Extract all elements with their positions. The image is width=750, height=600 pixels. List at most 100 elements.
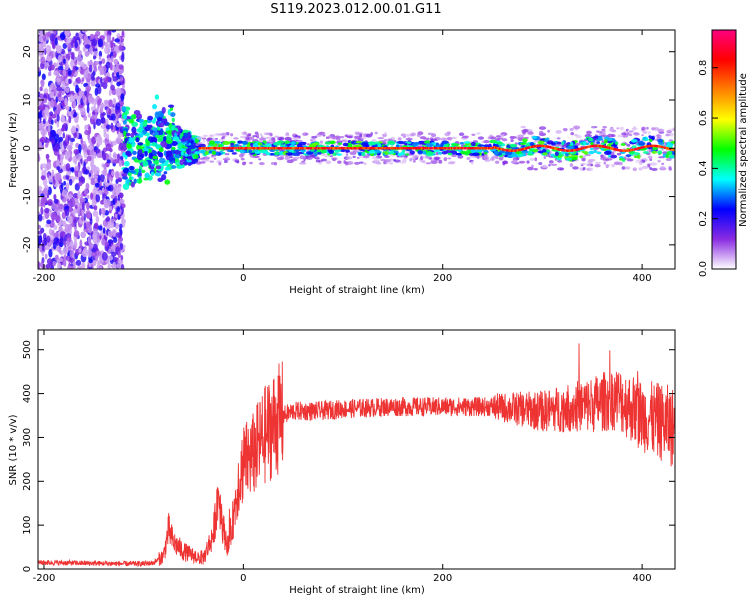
heatmap-cell <box>519 148 522 152</box>
heatmap-cell <box>509 143 518 148</box>
heatmap-cell <box>672 127 675 132</box>
heatmap-cell <box>466 147 469 150</box>
heatmap-cell <box>322 147 325 150</box>
heatmap-cell <box>560 148 563 152</box>
snr-series-line <box>38 343 675 568</box>
heatmap-cell <box>100 199 105 205</box>
heatmap-cell <box>64 155 69 160</box>
heatmap-cell <box>73 148 80 155</box>
heatmap-cell <box>607 146 610 149</box>
heatmap-cell <box>142 160 149 167</box>
heatmap-cell <box>274 135 280 138</box>
heatmap-cell <box>98 55 102 60</box>
heatmap-cell <box>128 176 132 181</box>
heatmap-cell <box>128 136 134 144</box>
heatmap-cell <box>260 147 263 150</box>
heatmap-cell <box>510 153 517 158</box>
heatmap-cell <box>526 143 530 147</box>
heatmap-cell <box>39 86 43 92</box>
heatmap-cell <box>144 150 148 157</box>
snr-x-label: Height of straight line (km) <box>289 585 425 596</box>
heatmap-cell <box>53 30 57 35</box>
heatmap-cell <box>604 145 607 149</box>
heatmap-cell <box>77 170 82 177</box>
heatmap-cell <box>196 136 204 140</box>
heatmap-cell <box>163 171 168 175</box>
heatmap-cell <box>135 168 139 173</box>
heatmap-cell <box>554 151 559 157</box>
heatmap-cell <box>464 147 467 150</box>
heatmap-cell <box>663 146 666 149</box>
heatmap-cell <box>343 159 346 164</box>
heatmap-cell <box>551 146 554 149</box>
heatmap-cell <box>344 147 347 150</box>
heatmap-cell <box>63 254 67 263</box>
heatmap-cell <box>47 198 53 207</box>
heatmap-cell <box>569 127 574 131</box>
heatmap-cell <box>375 147 378 150</box>
heatmap-cell <box>430 147 433 150</box>
heatmap-cell <box>369 152 375 157</box>
heatmap-cell <box>588 158 596 162</box>
heatmap-cell <box>425 143 434 148</box>
heatmap-cell <box>497 147 500 150</box>
heatmap-cell <box>111 244 115 253</box>
heatmap-cell <box>321 149 327 154</box>
heatmap-cell <box>117 259 124 265</box>
heatmap-cell <box>367 147 370 150</box>
heatmap-cell <box>259 147 262 150</box>
heatmap-cell <box>155 165 162 170</box>
heatmap-cell <box>510 149 513 152</box>
heatmap-cell <box>670 140 675 144</box>
heatmap-cell <box>370 132 373 136</box>
heatmap-cell <box>58 136 64 143</box>
heatmap-cell <box>394 147 397 150</box>
heatmap-cell <box>542 148 547 153</box>
heatmap-cell <box>570 156 578 161</box>
heatmap-cell <box>501 138 508 142</box>
heatmap-cell <box>333 147 336 150</box>
heatmap-cell <box>86 105 90 114</box>
heatmap-cell <box>616 127 620 130</box>
heatmap-cell <box>447 152 453 156</box>
heatmap-cell <box>285 147 288 150</box>
heatmap-cell <box>442 141 448 145</box>
heatmap-cell <box>170 112 176 118</box>
heatmap-cell <box>324 147 327 150</box>
heatmap-cell <box>189 144 195 150</box>
y-tick-label: 100 <box>22 516 33 535</box>
heatmap-cell <box>356 156 360 160</box>
heatmap-cell <box>91 136 97 145</box>
heatmap-cell <box>128 165 135 171</box>
heatmap-cell <box>118 192 124 199</box>
heatmap-cell <box>73 230 80 238</box>
heatmap-cell <box>279 156 285 160</box>
heatmap-cell <box>199 147 202 150</box>
heatmap-cell <box>409 133 415 137</box>
heatmap-cell <box>207 137 213 141</box>
heatmap-cell <box>95 83 101 88</box>
heatmap-cell <box>325 147 328 150</box>
heatmap-cell <box>599 144 602 148</box>
heatmap-cell <box>46 258 53 265</box>
heatmap-cell <box>338 147 341 150</box>
heatmap-cell <box>673 148 675 152</box>
heatmap-cell <box>119 242 124 250</box>
heatmap-cell <box>248 147 251 150</box>
heatmap-cell <box>503 148 506 152</box>
heatmap-cell <box>100 76 103 84</box>
colorbar-tick-label: 0.2 <box>698 211 709 227</box>
heatmap-cell <box>93 122 96 130</box>
heatmap-cell <box>108 108 111 115</box>
heatmap-cell <box>635 159 640 163</box>
heatmap-cell <box>83 70 89 79</box>
heatmap-cell <box>368 149 376 154</box>
heatmap-cell <box>418 147 421 150</box>
heatmap-cell <box>668 150 672 155</box>
heatmap-cell <box>641 146 644 149</box>
heatmap-cell <box>138 177 142 183</box>
heatmap-cell <box>451 144 455 148</box>
heatmap-cell <box>441 147 444 150</box>
heatmap-cell <box>352 147 355 150</box>
heatmap-cell <box>66 37 72 44</box>
